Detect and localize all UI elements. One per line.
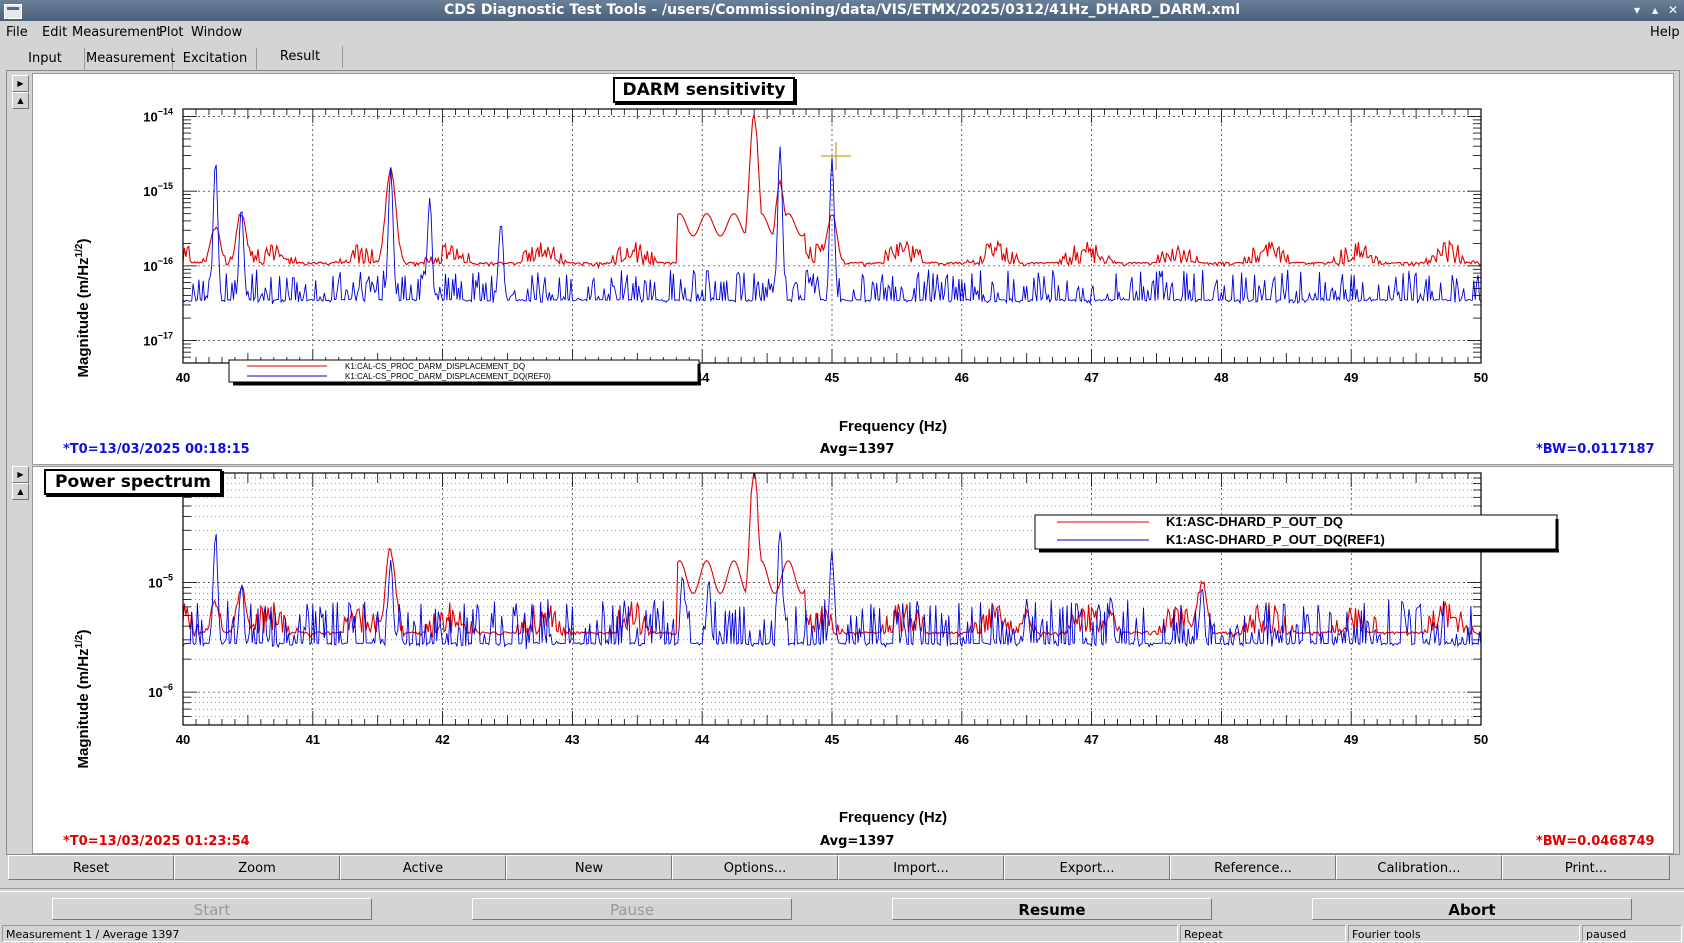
- top-avg-label: Avg=1397: [820, 442, 895, 457]
- pause-button[interactable]: Pause: [472, 898, 792, 920]
- print-button[interactable]: Print...: [1502, 855, 1670, 880]
- x-tick-label: 43: [565, 732, 579, 747]
- up-arrow-icon[interactable]: ▲: [12, 92, 29, 109]
- x-tick-label: 50: [1474, 370, 1488, 385]
- reference-button[interactable]: Reference...: [1170, 855, 1336, 880]
- y-tick-label: 10−17: [143, 331, 173, 349]
- x-tick-label: 47: [1084, 732, 1098, 747]
- legend-entry-2: K1:CAL-CS_PROC_DARM_DISPLACEMENT_DQ(REF0…: [345, 372, 551, 381]
- menu-window[interactable]: Window: [191, 25, 243, 40]
- x-tick-label: 50: [1474, 732, 1488, 747]
- window-title: CDS Diagnostic Test Tools - /users/Commi…: [444, 2, 1240, 18]
- plot-frame: [182, 108, 1482, 364]
- zoom-button[interactable]: Zoom: [174, 855, 340, 880]
- legend[interactable]: K1:CAL-CS_PROC_DARM_DISPLACEMENT_DQ K1:C…: [228, 359, 701, 386]
- reset-button[interactable]: Reset: [8, 855, 174, 880]
- bottom-plot-title: Power spectrum: [44, 469, 222, 495]
- x-axis-label-2: Frequency (Hz): [839, 809, 947, 826]
- series-line-2: [183, 531, 1481, 650]
- series-line-1: [183, 473, 1481, 639]
- series-line-2: [183, 146, 1481, 306]
- x-tick-label: 45: [825, 370, 839, 385]
- tab-excitation[interactable]: Excitation: [174, 48, 257, 70]
- status-fourier: Fourier tools: [1348, 925, 1580, 942]
- top-plot-pad[interactable]: 404142434445464748495010−1410−1510−1610−…: [32, 73, 1674, 465]
- x-tick-label: 45: [825, 732, 839, 747]
- x-tick-label: 40: [176, 732, 190, 747]
- y-tick-label: 10−16: [143, 256, 173, 274]
- cursor-marker: [821, 142, 851, 170]
- y-tick-label: 10−6: [148, 682, 173, 700]
- top-plot-title: DARM sensitivity: [613, 77, 795, 103]
- x-tick-label: 49: [1344, 370, 1358, 385]
- x-tick-label: 46: [955, 370, 969, 385]
- y-tick-label: 10−15: [143, 181, 173, 199]
- bottom-bw-label: *BW=0.0468749: [1536, 834, 1655, 849]
- up-arrow-icon-2[interactable]: ▲: [12, 483, 29, 500]
- tab-input[interactable]: Input: [6, 48, 85, 70]
- x-tick-label: 48: [1214, 732, 1228, 747]
- status-state: paused: [1582, 925, 1682, 942]
- menu-plot[interactable]: Plot: [159, 25, 184, 40]
- y-axis-label: Magnitude (m/Hz1/2): [74, 239, 92, 378]
- close-icon[interactable]: ✕: [1667, 3, 1679, 17]
- menu-edit[interactable]: Edit: [42, 25, 68, 40]
- tab-result[interactable]: Result: [258, 46, 343, 68]
- calibration-button[interactable]: Calibration...: [1336, 855, 1502, 880]
- bottom-avg-label: Avg=1397: [820, 834, 895, 849]
- plot-frame: [182, 472, 1482, 726]
- right-arrow-icon-2[interactable]: ▶: [12, 466, 29, 483]
- x-tick-label: 41: [306, 732, 320, 747]
- new-button[interactable]: New: [506, 855, 672, 880]
- top-t0-label: *T0=13/03/2025 00:18:15: [63, 442, 250, 457]
- legend-entry-3: K1:ASC-DHARD_P_OUT_DQ: [1166, 514, 1343, 529]
- minimize-icon[interactable]: ▾: [1633, 3, 1641, 17]
- legend-2[interactable]: K1:ASC-DHARD_P_OUT_DQ K1:ASC-DHARD_P_OUT…: [1034, 514, 1559, 553]
- x-tick-label: 48: [1214, 370, 1228, 385]
- resume-button[interactable]: Resume: [892, 898, 1212, 920]
- y-tick-label: 10−14: [143, 106, 173, 124]
- x-tick-label: 46: [955, 732, 969, 747]
- series-line-1: [183, 114, 1481, 270]
- x-tick-label: 49: [1344, 732, 1358, 747]
- title-bar: CDS Diagnostic Test Tools - /users/Commi…: [0, 0, 1684, 21]
- x-tick-label: 47: [1084, 370, 1098, 385]
- export-button[interactable]: Export...: [1004, 855, 1170, 880]
- status-message: Measurement 1 / Average 1397: [2, 925, 1178, 942]
- legend-entry-1: K1:CAL-CS_PROC_DARM_DISPLACEMENT_DQ: [345, 362, 525, 371]
- abort-button[interactable]: Abort: [1312, 898, 1632, 920]
- menu-measurement[interactable]: Measurement: [72, 25, 162, 40]
- result-panel: [6, 70, 1680, 855]
- legend-entry-4: K1:ASC-DHARD_P_OUT_DQ(REF1): [1166, 532, 1385, 547]
- top-bw-label: *BW=0.0117187: [1536, 442, 1655, 457]
- darm-sensitivity-chart[interactable]: 404142434445464748495010−1410−1510−1610−…: [33, 74, 1673, 464]
- maximize-icon[interactable]: ▴: [1651, 3, 1659, 17]
- x-tick-label: 40: [176, 370, 190, 385]
- power-spectrum-chart[interactable]: 40 41 42 43 44 45 46 47 48 49 50 10−5 10−6 Magnitude…: [33, 467, 1673, 853]
- options-button[interactable]: Options...: [672, 855, 838, 880]
- x-axis-label: Frequency (Hz): [839, 418, 947, 435]
- menu-file[interactable]: File: [6, 25, 28, 40]
- status-repeat: Repeat: [1180, 925, 1346, 942]
- plot-button-row: Reset Zoom Active New Options... Import.…: [8, 855, 1676, 881]
- bottom-t0-label: *T0=13/03/2025 01:23:54: [63, 834, 250, 849]
- x-tick-label: 44: [695, 732, 710, 747]
- y-axis-label-2: Magnitude (m/Hz1/2): [74, 630, 92, 769]
- y-tick-label: 10−5: [148, 573, 173, 591]
- menu-bar: File Edit Measurement Plot Window Help: [0, 21, 1684, 45]
- menu-help[interactable]: Help: [1650, 25, 1680, 40]
- right-arrow-icon[interactable]: ▶: [12, 75, 29, 92]
- bottom-plot-pad[interactable]: 40 41 42 43 44 45 46 47 48 49 50 10−5 10−6 Magnitude…: [32, 466, 1674, 854]
- separator: [0, 888, 1684, 892]
- start-button[interactable]: Start: [52, 898, 372, 920]
- x-tick-label: 42: [435, 732, 449, 747]
- tab-measurement[interactable]: Measurement: [86, 48, 175, 70]
- active-button[interactable]: Active: [340, 855, 506, 880]
- app-icon: [4, 4, 22, 19]
- import-button[interactable]: Import...: [838, 855, 1004, 880]
